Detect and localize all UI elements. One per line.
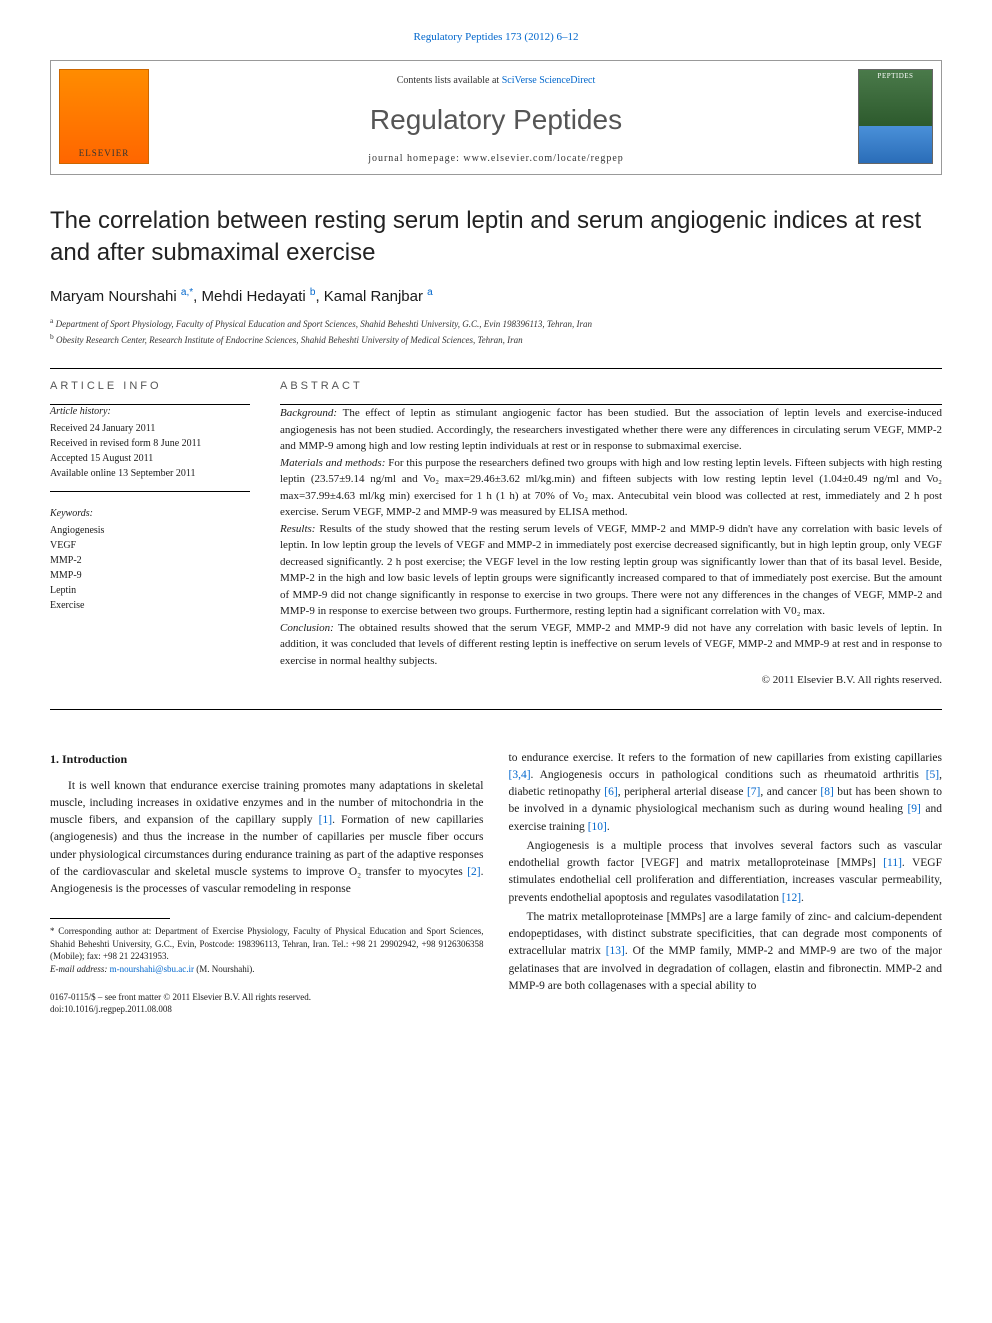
citation-link[interactable]: [3,4] xyxy=(509,769,531,781)
abstract-label: abstract xyxy=(280,379,942,394)
journal-cover-thumbnail xyxy=(858,69,933,164)
keyword: Angiogenesis xyxy=(50,523,250,538)
keywords-label: Keywords: xyxy=(50,507,250,521)
history-accepted: Accepted 15 August 2011 xyxy=(50,451,250,466)
keyword: VEGF xyxy=(50,538,250,553)
abstract-copyright: © 2011 Elsevier B.V. All rights reserved… xyxy=(280,673,942,688)
body-paragraph: Angiogenesis is a multiple process that … xyxy=(509,838,943,907)
journal-homepage: journal homepage: www.elsevier.com/locat… xyxy=(51,152,941,166)
citation-link[interactable]: [10] xyxy=(588,821,607,833)
citation-link[interactable]: [13] xyxy=(606,945,625,957)
citation-link[interactable]: [12] xyxy=(782,892,801,904)
citation-link[interactable]: [7] xyxy=(747,786,760,798)
keyword: Leptin xyxy=(50,583,250,598)
abstract-text: Background: The effect of leptin as stim… xyxy=(280,405,942,669)
article-title: The correlation between resting serum le… xyxy=(50,205,942,267)
corresponding-author-footnote: * Corresponding author at: Department of… xyxy=(50,925,484,975)
history-revised: Received in revised form 8 June 2011 xyxy=(50,436,250,451)
citation-link[interactable]: [11] xyxy=(883,857,902,869)
article-info-label: article info xyxy=(50,379,250,394)
section-heading-intro: 1. Introduction xyxy=(50,750,484,768)
journal-name: Regulatory Peptides xyxy=(51,100,941,139)
publication-info: 0167-0115/$ – see front matter © 2011 El… xyxy=(50,991,484,1016)
journal-header: Contents lists available at SciVerse Sci… xyxy=(50,60,942,175)
elsevier-logo xyxy=(59,69,149,164)
citation-link[interactable]: [1] xyxy=(319,814,332,826)
contents-available-line: Contents lists available at SciVerse Sci… xyxy=(51,74,941,88)
citation-link[interactable]: [2] xyxy=(467,866,480,878)
email-link[interactable]: m-nourshahi@sbu.ac.ir xyxy=(110,964,194,974)
body-paragraph: It is well known that endurance exercise… xyxy=(50,778,484,899)
citation-link[interactable]: [6] xyxy=(604,786,617,798)
affiliations: a Department of Sport Physiology, Facult… xyxy=(50,315,942,348)
authors-list: Maryam Nourshahi a,*, Mehdi Hedayati b, … xyxy=(50,286,942,307)
citation-link[interactable]: [8] xyxy=(820,786,833,798)
citation-link[interactable]: [5] xyxy=(926,769,939,781)
journal-citation: Regulatory Peptides 173 (2012) 6–12 xyxy=(50,30,942,45)
keyword: MMP-9 xyxy=(50,568,250,583)
keyword: MMP-2 xyxy=(50,553,250,568)
citation-link[interactable]: [9] xyxy=(907,803,920,815)
body-paragraph: The matrix metalloproteinase [MMPs] are … xyxy=(509,909,943,995)
sciencedirect-link[interactable]: SciVerse ScienceDirect xyxy=(502,75,596,86)
keyword: Exercise xyxy=(50,598,250,613)
body-paragraph: to endurance exercise. It refers to the … xyxy=(509,750,943,836)
history-received: Received 24 January 2011 xyxy=(50,421,250,436)
history-online: Available online 13 September 2011 xyxy=(50,466,250,481)
article-history-label: Article history: xyxy=(50,405,250,419)
